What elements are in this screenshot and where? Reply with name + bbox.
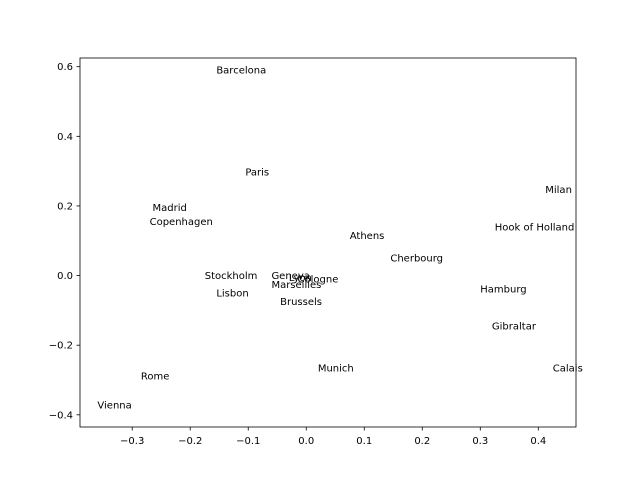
x-tick-label: 0.2 (414, 436, 430, 447)
x-axis: −0.3 −0.2 −0.1 0.0 0.1 0.2 0.3 0.4 (120, 427, 546, 447)
y-tick-label: −0.2 (49, 341, 73, 352)
point-label: Copenhagen (150, 217, 213, 228)
y-tick-label: 0.6 (57, 62, 73, 73)
point-label: Cologne (298, 275, 339, 286)
point-label: Munich (318, 363, 354, 374)
x-tick-label: −0.3 (120, 436, 144, 447)
x-tick-label: 0.3 (472, 436, 488, 447)
x-tick-label: 0.0 (298, 436, 314, 447)
point-label: Barcelona (216, 66, 266, 77)
point-label: Gibraltar (492, 322, 537, 333)
y-tick-label: 0.0 (57, 271, 73, 282)
point-label: Rome (141, 371, 170, 382)
point-label: Brussels (280, 297, 322, 308)
x-tick-label: −0.1 (236, 436, 260, 447)
point-label: Stockholm (205, 271, 258, 282)
y-tick-label: 0.2 (57, 201, 73, 212)
y-tick-label: −0.4 (49, 410, 73, 421)
point-labels: Barcelona Paris Milan Madrid Copenhagen Hook … (97, 66, 582, 412)
x-tick-label: −0.2 (178, 436, 202, 447)
y-axis: −0.4 −0.2 0.0 0.2 0.4 0.6 (49, 62, 80, 421)
point-label: Lyon (289, 273, 312, 284)
plot-frame (79, 57, 577, 428)
point-label: Athens (350, 231, 385, 242)
point-label: Cherbourg (390, 254, 443, 265)
y-tick-label: 0.4 (57, 132, 73, 143)
point-label: Paris (245, 167, 269, 178)
point-label: Vienna (97, 401, 131, 412)
point-label: Madrid (153, 203, 187, 214)
point-label: Lisbon (216, 288, 248, 299)
point-label: Hamburg (480, 284, 526, 295)
point-label: Hook of Holland (495, 222, 575, 233)
x-tick-label: 0.1 (356, 436, 372, 447)
point-label: Calais (553, 363, 583, 374)
point-label: Milan (545, 185, 572, 196)
point-label: Geneva (271, 271, 309, 282)
point-label: Marseilles (271, 280, 321, 291)
x-tick-label: 0.4 (530, 436, 546, 447)
